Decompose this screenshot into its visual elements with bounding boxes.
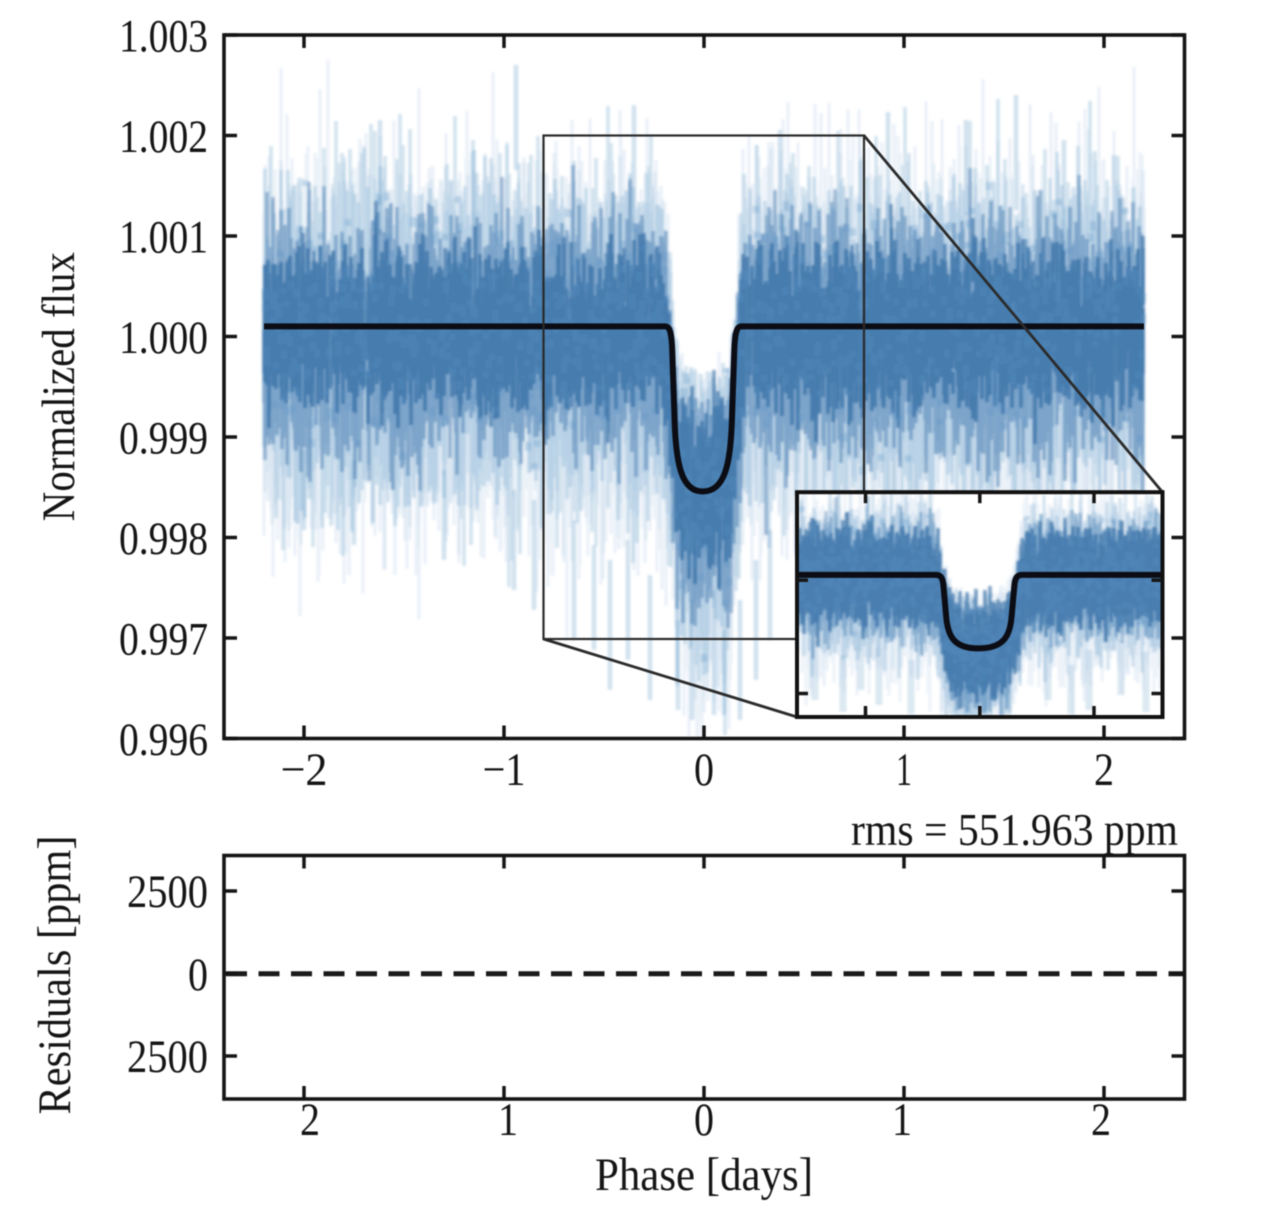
svg-text:0.998: 0.998 (119, 513, 208, 565)
svg-text:0: 0 (694, 744, 714, 796)
svg-text:2500: 2500 (127, 866, 208, 918)
svg-text:2500: 2500 (127, 1031, 208, 1083)
svg-text:1: 1 (892, 1094, 912, 1146)
svg-text:2: 2 (1094, 744, 1114, 796)
svg-text:0.999: 0.999 (119, 413, 208, 465)
svg-text:Normalized flux: Normalized flux (33, 252, 85, 521)
svg-text:0: 0 (694, 1094, 714, 1146)
svg-text:1.002: 1.002 (119, 111, 208, 163)
svg-text:1: 1 (498, 1094, 518, 1146)
svg-text:Residuals [ppm]: Residuals [ppm] (29, 836, 81, 1115)
svg-text:2: 2 (300, 1094, 320, 1146)
svg-text:1.001: 1.001 (119, 212, 208, 264)
svg-text:1.000: 1.000 (119, 312, 208, 364)
svg-text:0: 0 (188, 949, 208, 1001)
svg-text:0.997: 0.997 (119, 614, 208, 666)
svg-text:1.003: 1.003 (119, 11, 208, 63)
svg-text:rms = 551.963 ppm: rms = 551.963 ppm (851, 805, 1178, 855)
svg-text:Phase [days]: Phase [days] (595, 1149, 813, 1201)
svg-text:−1: −1 (483, 744, 526, 796)
svg-text:1: 1 (896, 744, 912, 796)
svg-text:2: 2 (1091, 1094, 1111, 1146)
svg-text:−2: −2 (281, 744, 328, 796)
svg-text:0.996: 0.996 (119, 714, 208, 766)
